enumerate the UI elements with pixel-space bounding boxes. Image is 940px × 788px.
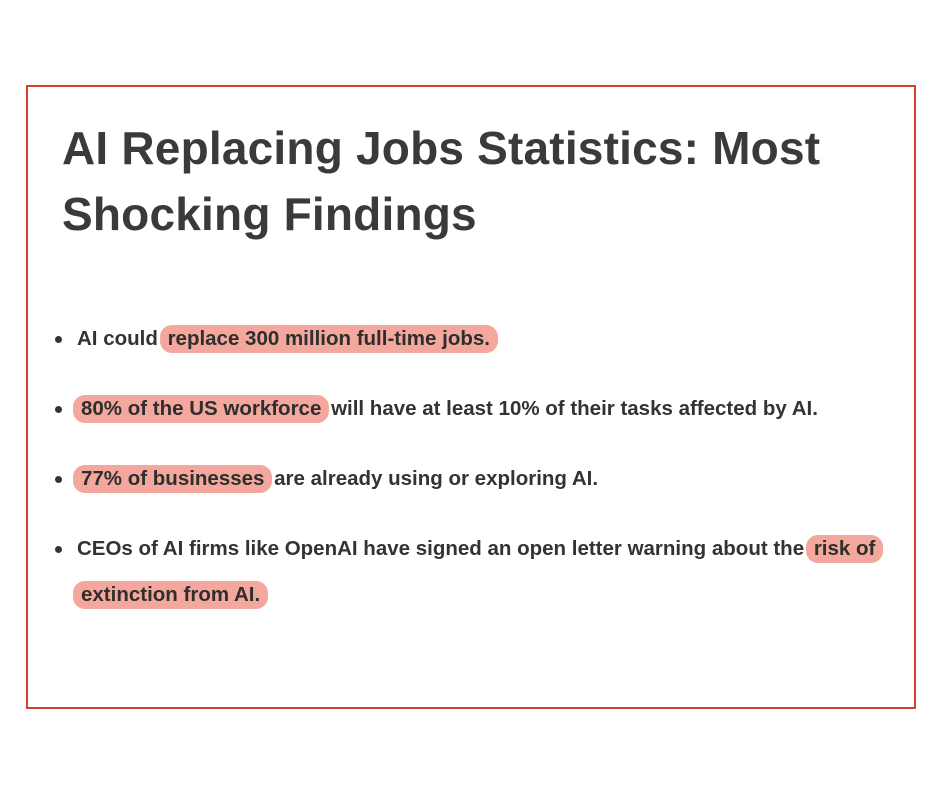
bullet-text: are already using or exploring AI. [268,467,599,490]
list-item: CEOs of AI firms like OpenAI have signed… [55,526,895,618]
bullet-dot-icon [55,476,62,483]
findings-list: AI could replace 300 million full-time j… [55,316,895,642]
highlighted-text: 77% of businesses [73,465,273,493]
list-item: 77% of businesses are already using or e… [55,456,895,502]
page-title: AI Replacing Jobs Statistics: Most Shock… [62,122,821,240]
bullet-text: will have at least 10% of their tasks af… [325,397,818,420]
highlighted-text: 80% of the US workforce [73,395,330,423]
highlighted-text: replace 300 million full-time jobs. [159,325,498,353]
findings-card: AI Replacing Jobs Statistics: Most Shock… [26,85,916,709]
bullet-text: CEOs of AI firms like OpenAI have signed… [77,537,810,560]
list-item: 80% of the US workforce will have at lea… [55,386,895,432]
list-item: AI could replace 300 million full-time j… [55,316,895,362]
bullet-dot-icon [55,546,62,553]
bullet-text: AI could [77,327,164,350]
bullet-dot-icon [55,406,62,413]
bullet-dot-icon [55,336,62,343]
